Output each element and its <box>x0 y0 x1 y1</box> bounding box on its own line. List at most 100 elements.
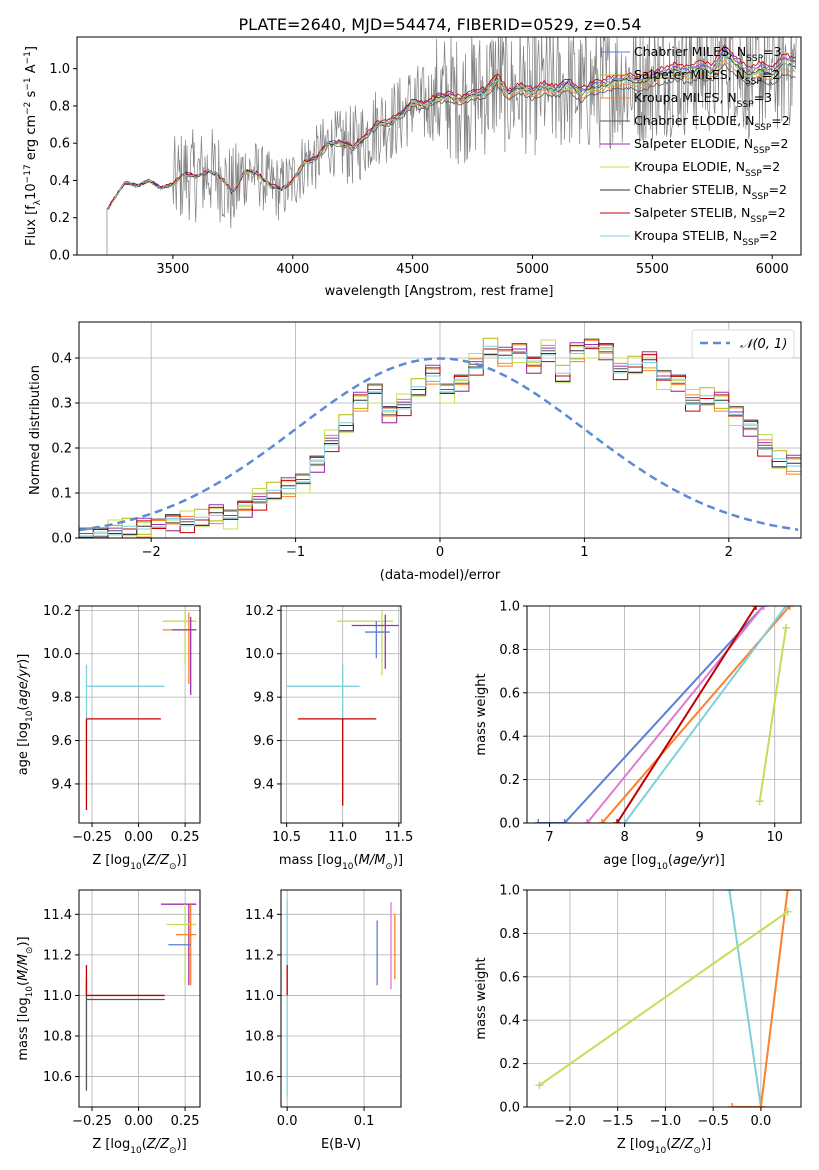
label-part: )] <box>177 1137 187 1152</box>
label-part: SSP <box>753 146 770 156</box>
axes-residuals: −2 −1 0 1 2 0.0 0.1 0.2 0.3 0.4 <box>51 322 801 560</box>
label-part: ⊙ <box>385 862 393 872</box>
axes-mass-age: 10.5 11.0 11.5 9.4 9.6 9.8 10.0 10.2 <box>245 604 413 845</box>
label-part: 10 <box>342 862 354 872</box>
label-part: =2 <box>762 159 780 174</box>
tick-label-y: 0.4 <box>49 174 70 189</box>
tick-label-y: 0.4 <box>51 352 72 367</box>
label-part: =2 <box>769 182 787 197</box>
label-part: =2 <box>762 67 780 82</box>
label-part: ( <box>16 706 31 711</box>
axes-spectrum: 3500 4000 4500 5000 5500 6000 0.0 0.2 0.4 0.6 0.8 1… <box>49 62 788 277</box>
label-part: )] <box>715 853 725 868</box>
cdf-marker <box>783 907 792 916</box>
legend-label: 𝒩(0, 1) <box>740 337 787 352</box>
cdf-marker <box>759 606 768 610</box>
label-part: Salpeter MILES, N <box>634 67 745 82</box>
legend-label: Kroupa ELODIE, NSSP=2 <box>634 159 780 179</box>
x-axis-label: (data-model)/error <box>380 568 501 583</box>
tick-label-x: −1.0 <box>650 1114 682 1129</box>
x-axis-label: wavelength [Angstrom, rest frame] <box>325 284 554 299</box>
label-part: erg cm <box>24 115 39 164</box>
axes-z-cdf: −2.0 −1.5 −1.0 −0.5 0.0 0.0 0.2 0.4 0.6 0.8 1.0 <box>499 884 801 1129</box>
label-part: SSP <box>750 215 767 225</box>
tick-label-x: 3500 <box>156 262 189 277</box>
tick-label-x: −1 <box>286 545 305 560</box>
cdf-line <box>538 606 765 823</box>
legend-label: Salpeter ELODIE, NSSP=2 <box>634 136 788 156</box>
tick-label-y: 0.6 <box>49 137 70 152</box>
tick-label-y: 10.2 <box>245 604 274 619</box>
plot-area-mass-age <box>286 610 399 806</box>
tick-label-x: 4000 <box>276 262 309 277</box>
legend: 𝒩(0, 1) <box>691 329 795 359</box>
tick-label-y: 0.2 <box>499 1057 520 1072</box>
legend-label: Kroupa MILES, NSSP=3 <box>634 90 772 110</box>
label-part: SSP <box>737 100 754 110</box>
tick-label-x: 7 <box>545 830 553 845</box>
legend-label: Salpeter MILES, NSSP=2 <box>634 67 780 87</box>
tick-label-y: 9.4 <box>253 777 274 792</box>
tick-label-x: 4500 <box>396 262 429 277</box>
label-part: Kroupa STELIB, N <box>634 228 742 243</box>
y-axis-label: age [log10(age/yr)] <box>16 654 35 776</box>
legend-box <box>691 329 795 359</box>
legend-label: Chabrier MILES, NSSP=3 <box>634 44 782 64</box>
label-part: ( <box>16 981 31 986</box>
x-axis-label: E(B-V) <box>321 1137 361 1152</box>
axes-z-mass: −0.25 0.00 0.25 10.6 10.8 11.0 11.2 11.4 <box>43 890 200 1129</box>
label-part: )] <box>177 853 187 868</box>
tick-label-y: 1.0 <box>49 62 70 77</box>
tick-label-x: 10 <box>766 830 783 845</box>
label-part: Kroupa MILES, N <box>634 90 737 105</box>
label-part: age [log <box>16 722 31 775</box>
y-axis-label: Flux [fλ10−17 erg cm−2 s−1 A−1] <box>23 46 43 246</box>
label-part: Kroupa ELODIE, N <box>634 159 745 174</box>
tick-label-x: −2.0 <box>554 1114 586 1129</box>
plot-area-z-cdf <box>535 890 792 1107</box>
tick-label-y: 9.6 <box>253 734 274 749</box>
histogram-series <box>79 344 801 538</box>
label-part: =3 <box>763 44 781 59</box>
y-axis-label: mass [log10(M/M⊙)] <box>16 936 35 1060</box>
label-part: =2 <box>771 113 789 128</box>
tick-label-y: 10.0 <box>245 647 274 662</box>
tick-label-y: 1.0 <box>499 884 520 899</box>
label-part: ⊙ <box>25 947 35 955</box>
label-part: SSP <box>745 169 762 179</box>
tick-label-y: 11.4 <box>245 908 274 923</box>
tick-label-y: 9.8 <box>51 691 72 706</box>
label-part: )] <box>701 1137 711 1152</box>
cdf-marker <box>560 819 569 823</box>
histogram-series <box>79 342 801 538</box>
label-part: Chabrier ELODIE, N <box>634 113 754 128</box>
tick-label-x: 11.5 <box>384 830 413 845</box>
histogram-series <box>79 339 801 538</box>
axes-frame <box>78 605 201 824</box>
label-part: 10 <box>656 862 668 872</box>
label-part: mass [log <box>279 853 342 868</box>
tick-label-y: 10.0 <box>43 647 72 662</box>
tick-label-y: 0.0 <box>49 249 70 264</box>
tick-label-x: 0.25 <box>171 830 200 845</box>
cdf-marker <box>535 1081 544 1090</box>
label-part: −17 <box>23 164 33 183</box>
tick-label-x: 0.1 <box>354 1114 375 1129</box>
tick-label-y: 0.3 <box>51 397 72 412</box>
histogram-series <box>79 339 801 538</box>
label-part: ( <box>666 1137 671 1152</box>
cdf-line <box>758 627 787 802</box>
tick-label-y: 0.8 <box>49 99 70 114</box>
y-axis-label: mass weight <box>474 957 489 1039</box>
legend-label: Chabrier ELODIE, NSSP=2 <box>634 113 790 133</box>
label-part: SSP <box>746 54 763 64</box>
label-part: =2 <box>759 228 777 243</box>
label-part: age [log <box>603 853 656 868</box>
label-part: =3 <box>754 90 772 105</box>
plot-area-ebv-mass <box>286 900 396 1097</box>
label-part: Z [log <box>92 1137 130 1152</box>
cdf-marker <box>620 819 629 823</box>
axes-frame <box>526 889 802 1108</box>
tick-label-y: 0.8 <box>499 927 520 942</box>
